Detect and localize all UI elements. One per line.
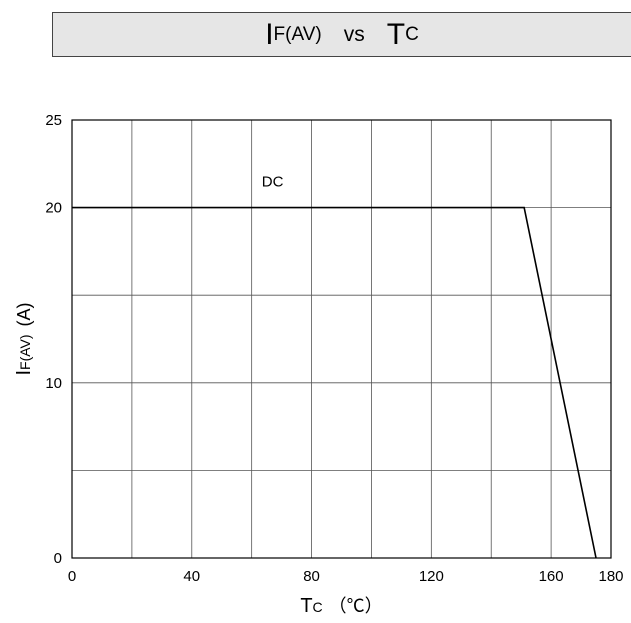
y-tick-labels: 0 10 20 25	[45, 112, 62, 567]
grid-layer	[72, 120, 611, 558]
y-axis-label-sub: F(AV)	[17, 334, 33, 370]
y-axis-label-main: I	[13, 370, 35, 376]
x-tick-labels: 0 40 80 120 160 180	[68, 568, 624, 585]
series-line-dc	[72, 206, 597, 559]
x-tick-label: 160	[539, 568, 564, 585]
x-tick-label: 80	[303, 568, 320, 585]
y-tick-label: 0	[54, 550, 62, 567]
title-x-main: T	[386, 17, 406, 51]
title-y-sub: F(AV)	[273, 23, 322, 45]
x-tick-label: 120	[419, 568, 444, 585]
y-tick-label: 20	[45, 200, 62, 217]
x-tick-label: 0	[68, 568, 76, 585]
series-layer: DC	[72, 173, 597, 559]
plot-border	[71, 119, 612, 559]
y-tick-label: 25	[45, 112, 62, 129]
x-tick-label: 40	[183, 568, 200, 585]
title-y-main: I	[265, 17, 274, 51]
x-axis-label-unit: （℃）	[329, 596, 383, 616]
title-vs: vs	[343, 22, 365, 46]
y-tick-label: 10	[45, 375, 62, 392]
series-label-dc: DC	[262, 173, 284, 190]
plot-frame	[71, 119, 612, 559]
x-axis-label-main: T	[300, 595, 312, 617]
x-tick-label: 180	[598, 568, 623, 585]
y-axis-label-unit: (A)	[14, 302, 34, 326]
y-axis-label: IF(AV) (A)	[13, 302, 35, 375]
title-x-sub: C	[405, 23, 419, 45]
x-axis-label-sub: C	[313, 599, 323, 615]
x-axis-label: TC （℃）	[300, 595, 382, 617]
